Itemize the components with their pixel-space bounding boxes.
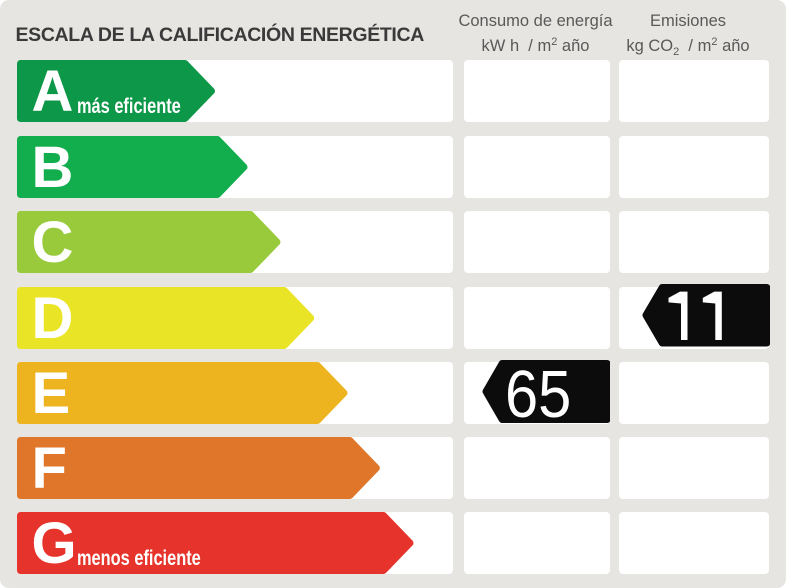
svg-text:más eficiente: más eficiente: [77, 95, 181, 117]
svg-text:menos eficiente: menos eficiente: [77, 547, 201, 569]
svg-text:65: 65: [505, 358, 571, 427]
